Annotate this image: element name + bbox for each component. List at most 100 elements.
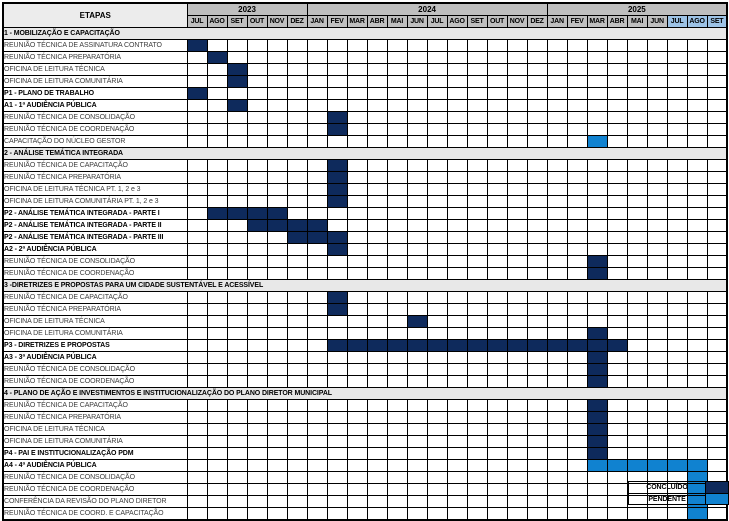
gantt-cell xyxy=(386,171,408,184)
gantt-cell xyxy=(686,75,708,88)
gantt-cell xyxy=(326,399,348,412)
gantt-cell xyxy=(686,123,708,136)
gantt-cell xyxy=(266,231,288,244)
gantt-cell xyxy=(686,399,708,412)
gantt-bar-cell xyxy=(586,363,608,376)
gantt-cell xyxy=(646,243,668,256)
gantt-cell xyxy=(546,303,568,316)
gantt-cell xyxy=(546,291,568,304)
gantt-cell xyxy=(406,63,428,76)
gantt-cell xyxy=(686,315,708,328)
gantt-cell xyxy=(546,99,568,112)
task-row: A1 - 1ª AUDIÊNCIA PÚBLICA xyxy=(2,99,728,112)
gantt-cell xyxy=(566,255,588,268)
gantt-bar-cell xyxy=(686,459,708,472)
gantt-cell xyxy=(646,75,668,88)
month-header-18: JAN xyxy=(546,15,568,28)
gantt-cell xyxy=(186,315,208,328)
gantt-cell xyxy=(666,207,688,220)
gantt-cell xyxy=(486,51,508,64)
gantt-cell xyxy=(466,195,488,208)
gantt-cell xyxy=(206,63,228,76)
gantt-bar-cell xyxy=(506,339,528,352)
gantt-cell xyxy=(606,255,628,268)
gantt-cell xyxy=(686,435,708,448)
task-row: OFICINA DE LEITURA COMUNITÁRIA PT. 1, 2 … xyxy=(2,195,728,208)
gantt-cell xyxy=(426,507,448,521)
gantt-cell xyxy=(586,87,608,100)
gantt-cell xyxy=(466,375,488,388)
gantt-cell xyxy=(426,255,448,268)
gantt-cell xyxy=(566,351,588,364)
gantt-cell xyxy=(646,399,668,412)
gantt-bar-cell xyxy=(326,183,348,196)
gantt-cell xyxy=(186,303,208,316)
gantt-cell xyxy=(486,171,508,184)
gantt-cell xyxy=(446,291,468,304)
gantt-cell xyxy=(486,267,508,280)
gantt-cell xyxy=(206,423,228,436)
gantt-cell xyxy=(526,111,548,124)
gantt-cell xyxy=(666,447,688,460)
month-header-9: ABR xyxy=(366,15,388,28)
gantt-cell xyxy=(446,363,468,376)
year-header-2024: 2024 xyxy=(306,2,548,16)
gantt-cell xyxy=(606,363,628,376)
gantt-cell xyxy=(426,135,448,148)
gantt-cell xyxy=(206,459,228,472)
gantt-cell xyxy=(186,51,208,64)
gantt-cell xyxy=(526,195,548,208)
gantt-cell xyxy=(626,243,648,256)
gantt-cell xyxy=(546,255,568,268)
gantt-cell xyxy=(666,111,688,124)
gantt-cell xyxy=(606,219,628,232)
gantt-cell xyxy=(506,255,528,268)
gantt-cell xyxy=(326,483,348,496)
gantt-cell xyxy=(606,471,628,484)
gantt-cell xyxy=(186,207,208,220)
gantt-cell xyxy=(306,135,328,148)
gantt-cell xyxy=(666,87,688,100)
gantt-cell xyxy=(706,135,728,148)
gantt-cell xyxy=(606,243,628,256)
gantt-cell xyxy=(346,351,368,364)
gantt-cell xyxy=(186,159,208,172)
gantt-cell xyxy=(306,339,328,352)
gantt-cell xyxy=(286,243,308,256)
month-header-2: SET xyxy=(226,15,248,28)
gantt-cell xyxy=(526,375,548,388)
gantt-cell xyxy=(446,471,468,484)
gantt-cell xyxy=(206,111,228,124)
gantt-cell xyxy=(406,171,428,184)
task-row: P2 - ANÁLISE TEMÁTICA INTEGRADA - PARTE … xyxy=(2,219,728,232)
gantt-cell xyxy=(566,75,588,88)
gantt-cell xyxy=(546,111,568,124)
gantt-cell xyxy=(666,75,688,88)
gantt-cell xyxy=(206,495,228,508)
gantt-cell xyxy=(506,75,528,88)
gantt-cell xyxy=(526,435,548,448)
gantt-cell xyxy=(306,447,328,460)
gantt-cell xyxy=(526,123,548,136)
gantt-cell xyxy=(406,459,428,472)
gantt-cell xyxy=(306,351,328,364)
gantt-cell xyxy=(626,111,648,124)
gantt-cell xyxy=(606,195,628,208)
gantt-cell xyxy=(546,63,568,76)
gantt-cell xyxy=(426,219,448,232)
gantt-cell xyxy=(526,447,548,460)
gantt-bar-cell xyxy=(346,339,368,352)
gantt-cell xyxy=(286,135,308,148)
gantt-cell xyxy=(546,159,568,172)
gantt-cell xyxy=(326,267,348,280)
gantt-cell xyxy=(566,423,588,436)
gantt-cell xyxy=(366,63,388,76)
gantt-cell xyxy=(646,39,668,52)
gantt-cell xyxy=(466,399,488,412)
gantt-cell xyxy=(686,351,708,364)
gantt-bar-cell xyxy=(546,339,568,352)
gantt-cell xyxy=(206,75,228,88)
gantt-cell xyxy=(246,75,268,88)
legend-swatch-concluido-icon xyxy=(705,482,728,493)
gantt-cell xyxy=(246,267,268,280)
